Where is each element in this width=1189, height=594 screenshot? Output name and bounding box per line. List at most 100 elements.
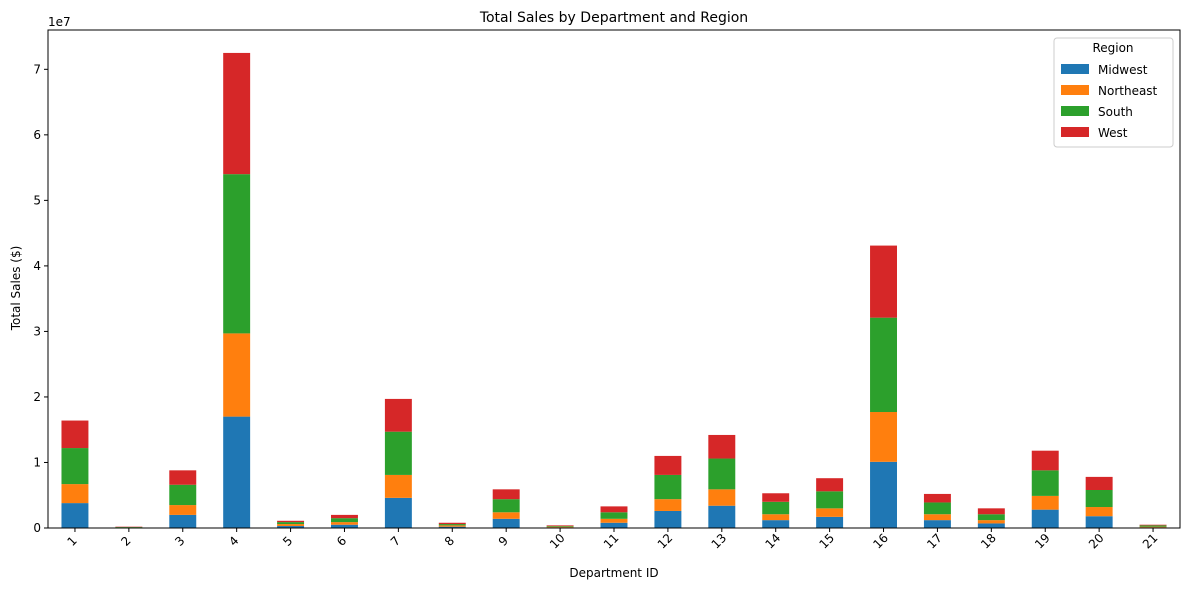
bar-17-south (924, 502, 951, 514)
y-tick-label: 7 (33, 62, 41, 76)
x-tick-label: 3 (172, 534, 187, 549)
bar-16-west (870, 246, 897, 318)
legend-swatch-northeast (1061, 85, 1089, 95)
bar-15-northeast (816, 508, 843, 517)
bar-17-northeast (924, 514, 951, 520)
bar-20-northeast (1086, 507, 1113, 516)
bar-16-south (870, 318, 897, 412)
bar-16-northeast (870, 412, 897, 462)
bar-5-northeast (277, 524, 304, 526)
x-tick-label: 15 (816, 531, 837, 552)
bar-5-south (277, 522, 304, 524)
x-tick-label: 16 (870, 531, 891, 552)
legend-swatch-south (1061, 106, 1089, 116)
bar-18-northeast (978, 520, 1005, 523)
bar-21-south (1140, 525, 1167, 526)
bar-5-west (277, 521, 304, 522)
bar-15-south (816, 491, 843, 508)
bar-6-south (331, 518, 358, 522)
y-axis-offset-label: 1e7 (48, 15, 71, 29)
x-tick-label: 6 (334, 534, 349, 549)
legend-swatch-west (1061, 127, 1089, 137)
x-tick-label: 18 (978, 531, 999, 552)
x-tick-label: 1 (64, 534, 79, 549)
legend-swatch-midwest (1061, 64, 1089, 74)
bar-19-northeast (1032, 496, 1059, 510)
y-tick-label: 0 (33, 521, 41, 535)
bar-13-northeast (708, 489, 735, 505)
bar-4-midwest (223, 417, 250, 528)
bar-9-south (493, 499, 520, 512)
bar-9-midwest (493, 519, 520, 528)
legend-label-south: South (1098, 105, 1133, 119)
bar-20-midwest (1086, 516, 1113, 528)
bar-8-west (439, 523, 466, 524)
x-tick-label: 5 (280, 534, 295, 549)
bar-15-west (816, 478, 843, 491)
bar-19-south (1032, 470, 1059, 496)
y-tick-label: 3 (33, 324, 41, 338)
bar-12-midwest (654, 511, 681, 528)
x-tick-label: 21 (1140, 531, 1161, 552)
bar-13-south (708, 459, 735, 490)
y-axis-label: Total Sales ($) (9, 246, 23, 332)
bar-7-west (385, 399, 412, 432)
bar-13-west (708, 435, 735, 459)
x-tick-label: 2 (118, 534, 133, 549)
x-tick-label: 20 (1086, 531, 1107, 552)
bar-3-midwest (169, 515, 196, 528)
bar-4-northeast (223, 333, 250, 416)
bar-14-south (762, 502, 789, 514)
bar-14-midwest (762, 520, 789, 528)
bar-8-south (439, 524, 466, 525)
x-tick-label: 12 (655, 531, 676, 552)
bar-21-northeast (1140, 527, 1167, 528)
x-tick-label: 9 (496, 534, 511, 549)
bar-14-west (762, 493, 789, 502)
bar-19-west (1032, 451, 1059, 471)
bar-4-south (223, 174, 250, 333)
bar-4-west (223, 53, 250, 174)
chart-title: Total Sales by Department and Region (479, 10, 748, 26)
bar-11-west (601, 506, 628, 512)
bar-20-west (1086, 477, 1113, 490)
bar-18-west (978, 508, 1005, 514)
bar-9-west (493, 489, 520, 499)
x-tick-label: 7 (388, 534, 403, 549)
bar-21-west (1140, 525, 1167, 526)
bar-11-south (601, 512, 628, 519)
bar-13-midwest (708, 506, 735, 528)
bar-19-midwest (1032, 510, 1059, 528)
bar-1-midwest (61, 503, 88, 528)
y-tick-label: 1 (33, 455, 41, 469)
bar-1-west (61, 421, 88, 449)
x-tick-label: 8 (442, 534, 457, 549)
bar-20-south (1086, 490, 1113, 507)
x-tick-label: 14 (763, 531, 784, 552)
bar-15-midwest (816, 517, 843, 528)
bar-12-west (654, 456, 681, 475)
bar-11-midwest (601, 523, 628, 528)
x-axis-label: Department ID (569, 566, 658, 580)
legend-label-midwest: Midwest (1098, 63, 1148, 77)
y-tick-label: 4 (33, 259, 41, 273)
bar-1-northeast (61, 484, 88, 503)
x-tick-label: 4 (226, 534, 241, 549)
y-tick-label: 2 (33, 390, 41, 404)
bar-11-northeast (601, 519, 628, 523)
bar-7-south (385, 432, 412, 475)
bars-layer (61, 53, 1166, 528)
bar-18-south (978, 514, 1005, 520)
bar-12-northeast (654, 499, 681, 511)
plot-frame (48, 30, 1180, 528)
bar-7-midwest (385, 498, 412, 528)
bar-18-midwest (978, 523, 1005, 528)
x-tick-label: 19 (1032, 531, 1053, 552)
bar-3-south (169, 485, 196, 505)
bar-9-northeast (493, 512, 520, 519)
bar-8-northeast (439, 525, 466, 526)
